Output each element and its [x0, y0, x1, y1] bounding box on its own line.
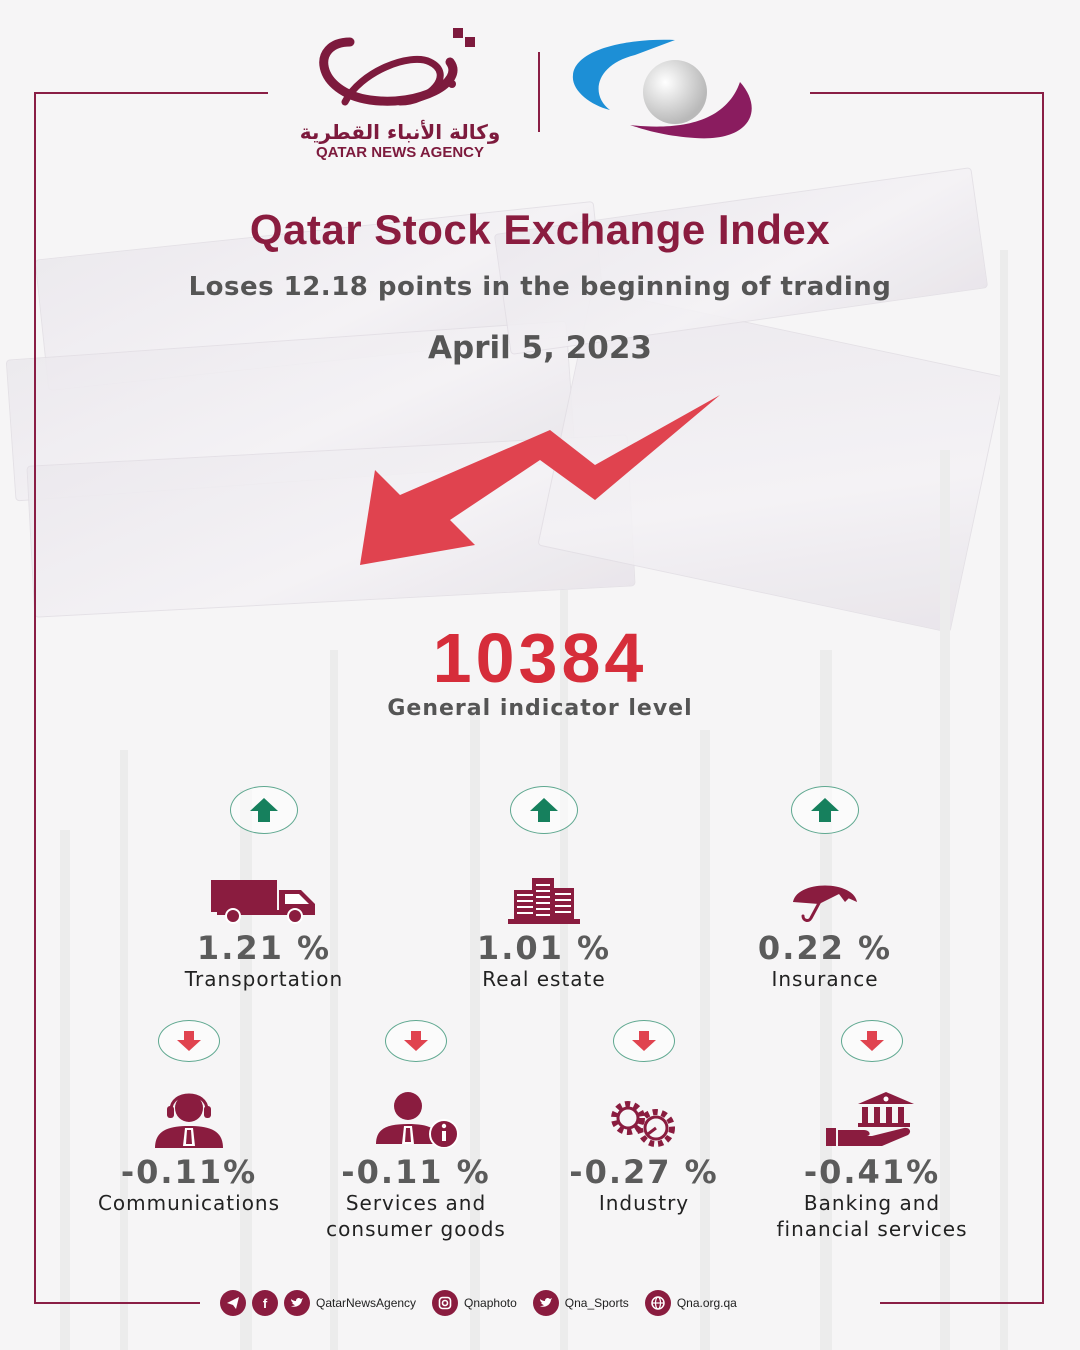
qna-emblem-icon	[319, 28, 475, 106]
frame-line	[880, 1302, 1044, 1304]
frame-line	[1042, 92, 1044, 1304]
sector-real-estate: 1.01 % Real estate	[424, 786, 664, 992]
page-title: Qatar Stock Exchange Index	[249, 206, 831, 253]
handle-photo-link[interactable]: Qnaphoto	[464, 1296, 517, 1310]
sector-banking-financial: -0.41% Banking and financial services	[752, 1020, 992, 1242]
sector-change: -0.11%	[120, 1153, 258, 1191]
frame-line	[34, 92, 36, 1304]
qna-english-name: QATAR NEWS AGENCY	[315, 144, 485, 161]
social-footer: f QatarNewsAgency Qnaphoto Qna_Sports Qn…	[220, 1288, 747, 1318]
sector-name: Insurance	[771, 967, 879, 991]
arrow-up-icon	[250, 798, 278, 822]
headset-agent-icon	[155, 1093, 223, 1148]
qna-logo: وكالة الأنباء القطرية QATAR NEWS AGENCY	[290, 22, 510, 162]
sector-transportation: 1.21 % Transportation	[144, 786, 384, 992]
sector-change: 1.21 %	[196, 929, 332, 967]
index-value: 10384	[432, 619, 648, 697]
frame-line	[34, 92, 268, 94]
up-arrow-badge	[510, 786, 578, 834]
sector-name-line2: consumer goods	[326, 1217, 506, 1241]
arrow-up-icon	[811, 798, 839, 822]
sector-name: Transportation	[184, 967, 344, 991]
sector-name: Services and	[345, 1191, 487, 1215]
sector-industry: -0.27 % Industry	[524, 1020, 764, 1216]
page-subtitle: Loses 12.18 points in the beginning of t…	[188, 272, 892, 302]
sector-change: -0.27 %	[569, 1153, 719, 1191]
qse-emblem-icon	[572, 39, 752, 139]
up-arrow-badge	[230, 786, 298, 834]
up-arrow-badge	[791, 786, 859, 834]
sector-name: Industry	[598, 1191, 690, 1215]
twitter-icon[interactable]	[284, 1290, 310, 1316]
sector-services-consumer-goods: -0.11 % Services and consumer goods	[296, 1020, 536, 1242]
sector-communications: -0.11% Communications	[69, 1020, 309, 1216]
arrow-down-icon	[404, 1031, 428, 1051]
globe-icon[interactable]	[644, 1290, 671, 1316]
report-date: April 5, 2023	[428, 330, 652, 366]
down-arrow-badge	[158, 1020, 220, 1062]
instagram-icon[interactable]	[432, 1290, 459, 1316]
qse-logo	[565, 30, 775, 150]
frame-line	[34, 1302, 200, 1304]
gears-icon	[611, 1101, 675, 1147]
bank-hand-icon	[826, 1092, 914, 1146]
telegram-icon[interactable]	[220, 1290, 246, 1316]
sector-change: -0.11 %	[341, 1153, 491, 1191]
handle-main-link[interactable]: QatarNewsAgency	[316, 1296, 417, 1310]
sector-change: -0.41%	[803, 1153, 941, 1191]
arrow-down-icon	[860, 1031, 884, 1051]
truck-icon	[211, 880, 315, 924]
website-link[interactable]: Qna.org.qa	[676, 1296, 737, 1310]
agent-info-icon	[376, 1092, 459, 1148]
index-label: General indicator level	[387, 696, 693, 721]
umbrella-icon	[793, 885, 857, 922]
down-arrow-badge	[613, 1020, 675, 1062]
down-trend-arrow-icon	[360, 395, 720, 565]
sector-name: Communications	[97, 1191, 281, 1215]
logo-divider	[538, 52, 540, 132]
frame-line	[810, 92, 1044, 94]
arrow-down-icon	[177, 1031, 201, 1051]
down-arrow-badge	[385, 1020, 447, 1062]
sector-insurance: 0.22 % Insurance	[705, 786, 945, 992]
sector-name: Banking and	[803, 1191, 941, 1215]
facebook-icon[interactable]: f	[252, 1290, 278, 1316]
arrow-down-icon	[632, 1031, 656, 1051]
sector-change: 1.01 %	[476, 929, 612, 967]
arrow-up-icon	[530, 798, 558, 822]
twitter-icon[interactable]	[532, 1290, 559, 1316]
sector-change: 0.22 %	[757, 929, 893, 967]
qna-arabic-name: وكالة الأنباء القطرية	[299, 120, 501, 144]
sector-name: Real estate	[482, 967, 606, 991]
sector-name-line2: financial services	[776, 1217, 968, 1241]
handle-sports-link[interactable]: Qna_Sports	[564, 1296, 629, 1310]
down-arrow-badge	[841, 1020, 903, 1062]
building-icon	[508, 878, 580, 924]
